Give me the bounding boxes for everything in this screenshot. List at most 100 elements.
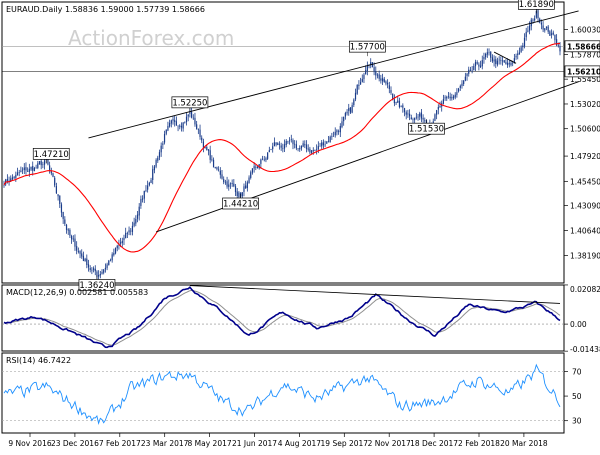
price-y-tick-label: 1.38190 [570,252,600,261]
rsi-title: RSI(14) 46.7422 [6,356,71,365]
candle-body [20,170,22,172]
price-y-tick-label: 1.55450 [570,75,600,84]
candle-body [474,62,477,67]
candle-body [150,180,152,183]
candle-body [314,149,316,151]
annotation-label: 1.52250 [172,98,207,108]
candle-body [111,254,113,261]
x-tick-label: 9 Nov 2016 [8,439,51,448]
x-tick-label: 2 Feb 2018 [458,439,500,448]
candle-body [226,181,228,187]
candle-body [89,268,91,271]
candle-body [547,26,549,32]
candle-body [169,123,171,127]
candle-body [376,74,379,76]
candle-body [123,237,125,241]
x-tick-label: 23 Dec 2016 [51,439,99,448]
candle-body [392,93,394,100]
candle-body [256,166,259,169]
candle-body [179,125,181,127]
candle-body [395,101,397,103]
candle-body [42,164,44,165]
candle-body [190,111,193,118]
candle-body [456,92,458,95]
candle-body [545,26,548,29]
candle-body [408,113,411,117]
annotation-label: 1.61890 [519,0,554,10]
candle-body [332,136,335,137]
candle-body [491,57,494,62]
candle-body [534,18,536,21]
candle-body [174,120,176,122]
candle-body [202,141,205,149]
candle-body [234,186,237,193]
candle-body [131,225,134,232]
candle-body [322,142,325,146]
candle-body [253,166,255,169]
candle-body [62,211,64,219]
candle-body [172,119,174,121]
candle-body [65,224,68,230]
candle-body [523,37,526,47]
annotation-label: 1.57700 [350,43,385,53]
candle-body [452,96,455,99]
candle-body [466,73,468,77]
price-panel-frame [1,1,565,284]
candle-body [152,169,154,180]
candle-body [126,233,128,234]
candle-body [351,105,353,113]
candle-body [121,240,123,244]
candle-body [403,108,406,113]
candle-body [273,142,275,147]
candle-body [187,114,189,117]
trendline-0 [88,10,579,139]
candle-body [91,269,93,271]
candle-body [444,97,446,99]
candle-body [515,55,517,58]
candle-body [27,171,29,172]
candle-body [503,60,505,63]
candle-body [211,159,213,161]
candle-body [278,143,281,145]
trendline-2 [493,51,517,64]
candle-body [498,59,500,61]
candle-body [312,150,314,152]
candle-body [550,33,553,35]
candle-body [459,85,461,88]
candle-body [255,166,257,168]
candle-body [437,106,439,110]
candle-body [512,62,514,64]
candle-body [236,191,238,196]
candle-body [15,174,17,178]
candle-body [64,219,66,224]
price-y-tick-label: 1.47920 [570,152,600,161]
candle-body [28,168,30,172]
candle-body [189,111,191,114]
candle-body [528,25,531,31]
candle-body [481,60,483,67]
price-y-tick-label: 1.57870 [570,50,600,59]
candle-body [341,121,343,128]
candle-body [447,96,450,97]
candle-body [79,251,81,254]
candle-body [147,185,149,190]
candle-body [387,82,389,85]
candle-body [299,147,301,150]
macd-y-tick-label: -0.014386 [570,345,600,354]
candle-body [23,167,25,170]
candle-body [114,248,117,254]
candle-body [133,222,135,226]
candle-body [508,63,510,65]
candle-body [184,121,186,123]
candle-body [383,78,385,83]
candle-body [162,143,164,145]
candle-body [160,145,162,153]
candle-body [356,85,358,94]
candle-body [69,229,71,236]
candle-body [432,121,434,124]
candle-body [52,173,54,177]
candle-body [473,66,475,71]
macd-signal-line [3,289,561,346]
candle-body [221,174,223,179]
candle-body [415,116,417,118]
